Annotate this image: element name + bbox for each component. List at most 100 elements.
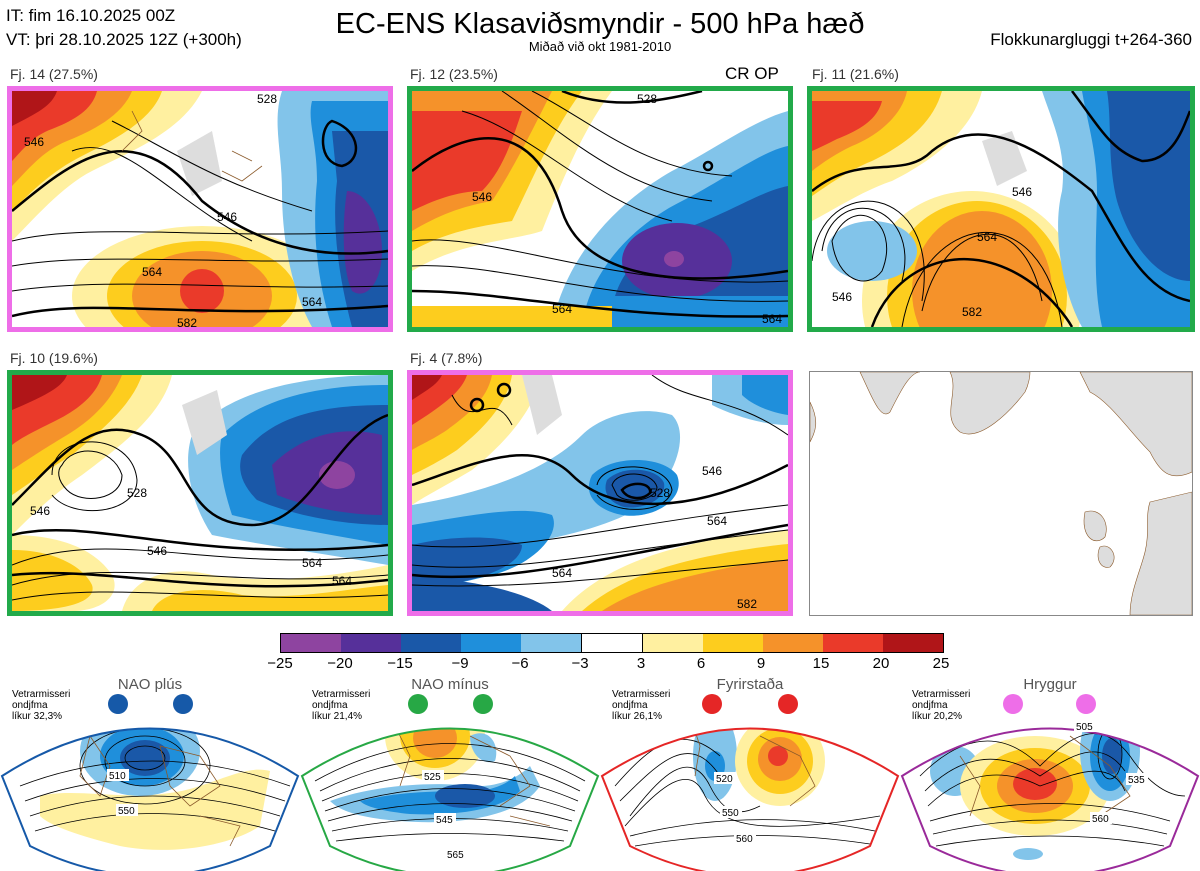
regime-contour-label: 550 — [722, 808, 739, 819]
regime-info-line: Vetrarmisseri — [912, 689, 971, 700]
panel-label-4: Fj. 10 (19.6%) — [10, 350, 98, 366]
cluster-map-2: 546 564 528 564 — [407, 86, 793, 332]
regime-contour-label: 520 — [716, 774, 733, 785]
colorbar-swatch — [281, 634, 341, 652]
regime-contour-label: 535 — [1128, 775, 1145, 786]
contour-label: 564 — [302, 556, 322, 570]
panel-label-1: Fj. 14 (27.5%) — [10, 66, 98, 82]
regime-info: Vetrarmisseri ondjfma líkur 26,1% — [612, 689, 670, 722]
regime-info-line: líkur 20,2% — [912, 711, 963, 722]
contour-label: 564 — [142, 265, 162, 279]
contour-label: 528 — [127, 486, 147, 500]
contour-label: 582 — [962, 305, 982, 319]
colorbar-swatch — [341, 634, 401, 652]
contour-label: 564 — [977, 230, 997, 244]
regime-contour-label: 560 — [736, 834, 753, 845]
colorbar-swatch — [643, 634, 703, 652]
colorbar-swatch — [823, 634, 883, 652]
regime-name: Fyrirstaða — [716, 676, 784, 693]
cluster-map-4: 528 546 546 564 564 — [7, 370, 393, 616]
panel-label-2: Fj. 12 (23.5%) — [410, 66, 498, 82]
colorbar-swatch — [401, 634, 461, 652]
contour-label: 546 — [24, 135, 44, 149]
contour-label: 546 — [1012, 185, 1032, 199]
colorbar-tick: 9 — [756, 655, 766, 672]
colorbar-tick: 6 — [696, 655, 706, 672]
colorbar-tick: 3 — [636, 655, 646, 672]
page-title: EC-ENS Klasaviðsmyndir - 500 hPa hæð — [335, 8, 865, 40]
regime-contour-label: 565 — [447, 850, 464, 861]
regime-contour-label: 560 — [1092, 814, 1109, 825]
cluster-map-5: 546 528 564 564 582 — [407, 370, 793, 616]
control-operational-marker: CR OP — [725, 64, 779, 83]
regime-contour-label: 510 — [109, 771, 126, 782]
colorbar-swatch — [763, 634, 823, 652]
contour-label: 528 — [650, 486, 670, 500]
regime-name: NAO mínus — [411, 676, 489, 693]
regime-info-line: Vetrarmisseri — [312, 689, 371, 700]
contour-label: 582 — [177, 316, 197, 327]
regime-contour-label: 505 — [1076, 722, 1093, 733]
colorbar-swatch — [581, 634, 643, 652]
regime-nao-plus: 510 550 NAO plús Vetrarmisseri ondjfma l… — [0, 676, 300, 871]
contour-label: 546 — [147, 544, 167, 558]
regime-info: Vetrarmisseri ondjfma líkur 20,2% — [912, 689, 970, 722]
header-left: IT: fim 16.10.2025 00Z VT: þri 28.10.202… — [6, 4, 242, 52]
colorbar-swatch — [703, 634, 763, 652]
colorbar-swatch — [461, 634, 521, 652]
contour-label: 546 — [472, 190, 492, 204]
page-subtitle: Miðað við okt 1981-2010 — [528, 39, 672, 54]
initial-time: IT: fim 16.10.2025 00Z — [6, 6, 176, 25]
regime-nao-minus: 525 545 565 NAO mínus Vetrarmisseri ondj… — [300, 676, 600, 871]
colorbar-tick: 25 — [932, 655, 950, 672]
contour-label: 564 — [332, 574, 352, 588]
regime-info-line: ondjfma — [12, 700, 48, 711]
colorbar-tick: −3 — [571, 655, 589, 672]
contour-label: 564 — [707, 514, 727, 528]
reference-landmass-map — [809, 371, 1193, 616]
colorbar-tick: −9 — [451, 655, 469, 672]
colorbar-tick: −6 — [511, 655, 529, 672]
regime-blocking: 520 550 560 Fyrirstaða Vetrarmisseri ond… — [600, 676, 900, 871]
regime-info-line: ondjfma — [612, 700, 648, 711]
classification-window: Flokkunargluggi t+264-360 — [990, 30, 1192, 49]
colorbar-tick: 15 — [812, 655, 830, 672]
contour-label: 564 — [762, 312, 782, 326]
contour-label: 564 — [552, 302, 572, 316]
regime-info-line: ondjfma — [312, 700, 348, 711]
colorbar-tick: −20 — [327, 655, 353, 672]
regime-info-line: Vetrarmisseri — [612, 689, 671, 700]
colorbar-tick: 20 — [872, 655, 890, 672]
regime-info-line: líkur 21,4% — [312, 711, 363, 722]
regime-info-line: Vetrarmisseri — [12, 689, 71, 700]
colorbar-swatch — [883, 634, 943, 652]
regime-contour-label: 545 — [436, 815, 453, 826]
contour-label: 564 — [302, 295, 322, 309]
contour-label: 582 — [737, 597, 757, 611]
anomaly-colorbar — [280, 633, 944, 653]
regime-info: Vetrarmisseri ondjfma líkur 32,3% — [12, 689, 70, 722]
regime-contour-label: 550 — [118, 806, 135, 817]
regime-name: NAO plús — [117, 676, 183, 693]
contour-label: 564 — [552, 566, 572, 580]
regime-info-line: líkur 32,3% — [12, 711, 63, 722]
colorbar-swatch — [521, 634, 581, 652]
contour-label: 546 — [702, 464, 722, 478]
contour-label: 546 — [30, 504, 50, 518]
contour-label: 546 — [217, 210, 237, 224]
colorbar-tick: −15 — [387, 655, 413, 672]
regime-contour-label: 525 — [424, 772, 441, 783]
colorbar-tick: −25 — [267, 655, 293, 672]
contour-label: 528 — [637, 92, 657, 106]
cluster-map-1: 546 546 564 564 528 582 — [7, 86, 393, 332]
regime-info-line: líkur 26,1% — [612, 711, 663, 722]
regime-info: Vetrarmisseri ondjfma líkur 21,4% — [312, 689, 370, 722]
cluster-map-3: 546 564 582 546 — [807, 86, 1195, 332]
regime-info-line: ondjfma — [912, 700, 948, 711]
regime-name: Hryggur — [1023, 676, 1077, 693]
panel-label-3: Fj. 11 (21.6%) — [812, 66, 899, 82]
contour-label: 528 — [257, 92, 277, 106]
contour-label: 546 — [832, 290, 852, 304]
regime-ridge: 505 535 560 Hryggur Vetrarmisseri ondjfm… — [900, 676, 1200, 871]
valid-time: VT: þri 28.10.2025 12Z (+300h) — [6, 30, 242, 49]
